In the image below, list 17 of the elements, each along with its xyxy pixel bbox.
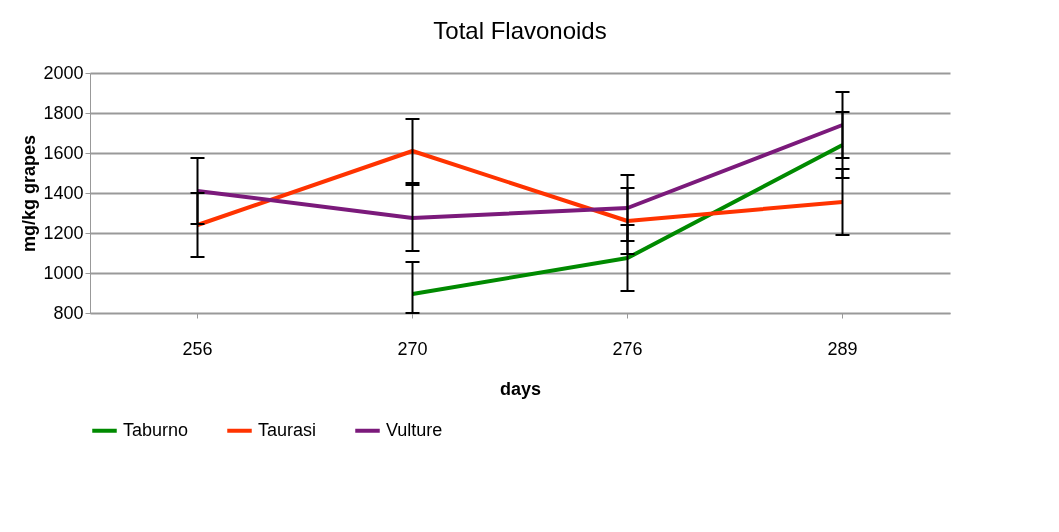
x-tick-label: 276	[612, 338, 643, 359]
x-tick-label: 256	[182, 338, 213, 359]
legend-label: Taburno	[123, 419, 189, 440]
y-tick-label: 1400	[43, 182, 84, 203]
x-tick-label: 270	[397, 338, 428, 359]
legend-label: Taurasi	[258, 419, 317, 440]
y-tick-label: 2000	[43, 62, 84, 83]
legend-label: Vulture	[386, 419, 443, 440]
x-axis-title: days	[499, 378, 542, 399]
y-tick-label: 1200	[43, 222, 84, 243]
x-tick-label: 289	[827, 338, 858, 359]
y-axis-title: mg/kg grapes	[19, 134, 40, 253]
y-tick-label: 1800	[43, 102, 84, 123]
chart-title: Total Flavonoids	[433, 17, 607, 44]
y-tick-label: 800	[53, 302, 84, 323]
y-tick-label: 1600	[43, 142, 84, 163]
y-tick-label: 1000	[43, 262, 84, 283]
